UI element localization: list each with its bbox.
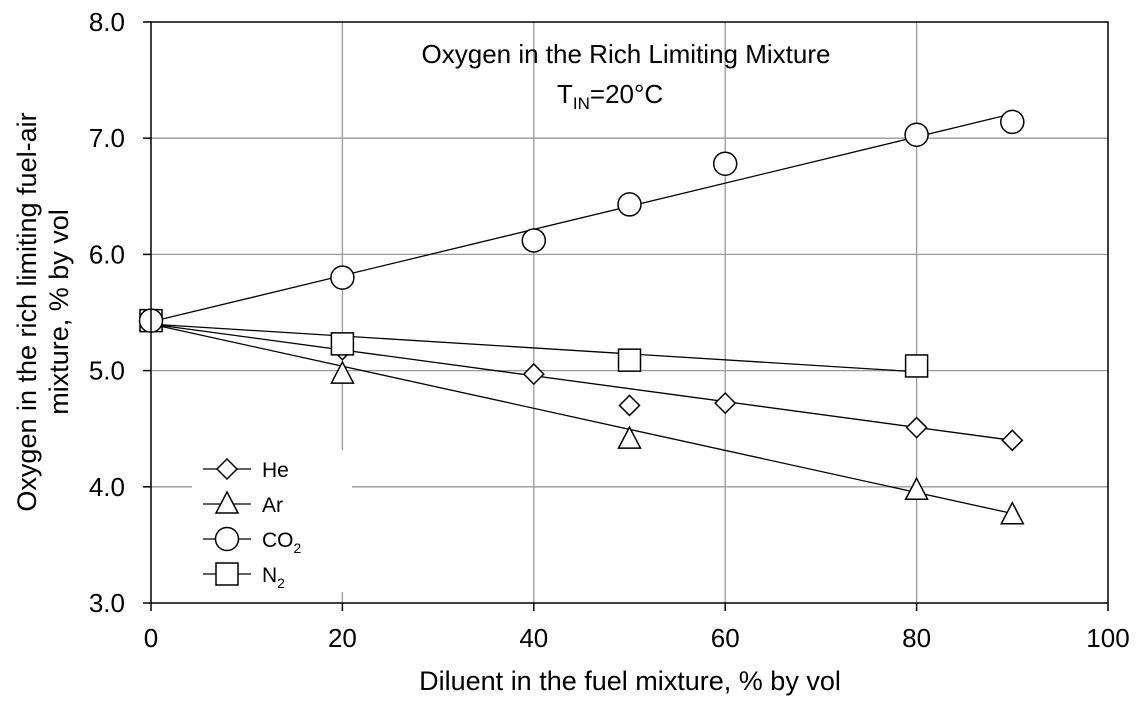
trend-lines [150,113,1013,515]
chart-subtitle: TIN=20°C [557,79,663,113]
legend-marker-co2 [214,526,240,552]
legend-marker-he [215,457,239,481]
y-tick-label: 7.0 [89,123,125,153]
point-ar [904,476,929,501]
point-co2 [1000,109,1025,135]
point-co2 [712,151,738,177]
point-he [618,394,641,417]
point-n2 [330,332,355,356]
x-tick-label: 0 [144,623,158,653]
chart-title: Oxygen in the Rich Limiting Mixture [422,39,831,69]
trendline-ar [150,323,1013,515]
point-ar [330,360,355,384]
point-co2 [904,122,929,147]
point-co2 [617,192,642,217]
x-tick-label: 100 [1086,623,1129,653]
trendline-co2 [150,113,1013,323]
point-he [905,416,928,439]
data-markers [138,109,1025,525]
point-ar [617,425,642,449]
plot-frame [150,21,1109,604]
y-tick-label: 3.0 [89,588,125,618]
y-tick-label: 6.0 [89,239,125,269]
trendline-n2 [150,323,917,373]
y-axis-title-line2: mixture, % by vol [44,209,74,415]
point-he [522,363,545,386]
legend-label-n2: N2 [262,564,285,591]
point-co2 [330,265,355,290]
point-n2 [904,354,929,378]
point-n2 [617,348,642,372]
point-co2 [521,228,547,253]
x-axis-title: Diluent in the fuel mixture, % by vol [419,666,841,696]
x-tick-label: 40 [519,623,548,653]
point-he [1001,429,1024,452]
x-tick-label: 20 [328,623,357,653]
legend-label-ar: Ar [262,494,283,517]
point-he [714,392,737,415]
y-tick-label: 4.0 [89,472,125,502]
x-tick-label: 60 [711,623,740,653]
trendline-he [150,323,1013,441]
point-ar [1000,501,1025,525]
x-axis-ticks: 0 20 40 60 80 100 [144,603,1130,653]
y-tick-label: 5.0 [89,356,125,386]
legend-marker-n2 [215,562,239,586]
y-axis-ticks: 3.0 4.0 5.0 6.0 7.0 8.0 [89,7,151,618]
y-axis-title: Oxygen in the rich limiting fuel-air [12,112,42,511]
legend-marker-ar [214,490,240,514]
y-tick-label: 8.0 [89,7,125,37]
legend: He Ar CO2 N2 [192,450,352,592]
legend-label-co2: CO2 [262,529,302,556]
x-tick-label: 80 [902,623,931,653]
legend-label-he: He [262,459,289,482]
